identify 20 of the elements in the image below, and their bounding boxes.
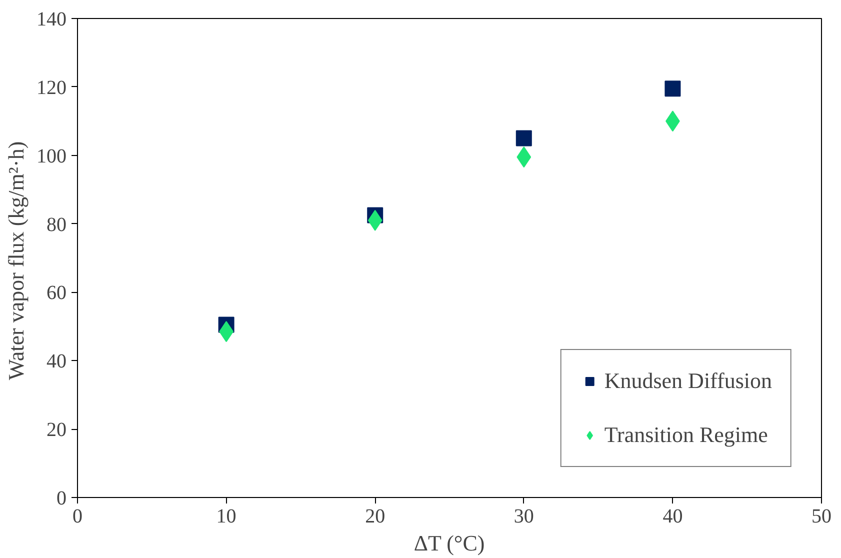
x-tick-label: 50	[812, 506, 832, 528]
x-tick-label: 0	[72, 506, 82, 528]
y-tick-label: 140	[36, 8, 66, 30]
x-tick-label: 10	[216, 506, 236, 528]
y-tick-label: 100	[36, 145, 66, 168]
x-axis-title: ΔT (°C)	[414, 530, 485, 556]
x-tick-label: 40	[662, 506, 683, 528]
point	[664, 80, 681, 97]
y-tick-label: 120	[36, 76, 66, 99]
y-axis-title: Water vapor flux (kg/m²·h)	[4, 141, 28, 380]
legend-label: Transition Regime	[604, 422, 768, 448]
x-tick-label: 30	[514, 506, 534, 528]
x-tick-label: 20	[365, 506, 386, 528]
y-tick-label: 20	[46, 419, 66, 442]
y-tick-label: 40	[46, 350, 66, 373]
y-tick-label: 80	[46, 214, 66, 236]
legend-label: Knudsen Diffusion	[604, 368, 772, 394]
point	[516, 130, 532, 146]
y-tick-label: 0	[56, 488, 66, 510]
y-tick-label: 60	[46, 282, 66, 304]
